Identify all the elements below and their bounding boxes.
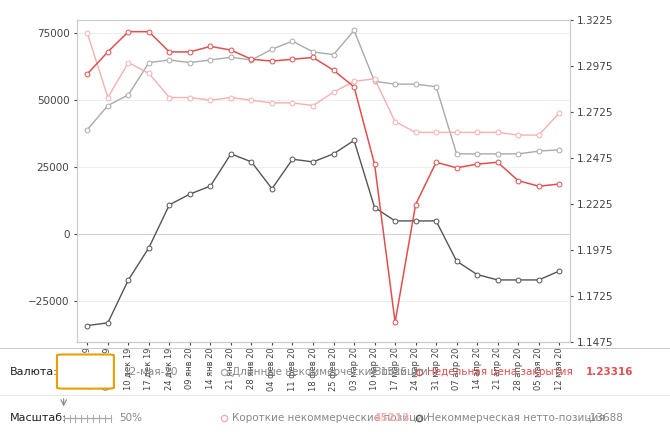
Text: Длинные некоммерческие позиции: Длинные некоммерческие позиции xyxy=(232,367,428,377)
Text: Недельная цена закрытия: Недельная цена закрытия xyxy=(427,367,573,377)
Text: GBP ∨: GBP ∨ xyxy=(70,367,100,377)
Text: Короткие некоммерческие позиции: Короткие некоммерческие позиции xyxy=(232,413,431,423)
Text: Валюта:: Валюта: xyxy=(10,367,58,377)
Text: 1.23316: 1.23316 xyxy=(586,367,634,377)
Text: 45213: 45213 xyxy=(374,413,410,423)
Text: 31525: 31525 xyxy=(374,367,407,377)
Text: -13688: -13688 xyxy=(586,413,623,423)
Text: Некоммерческая нетто-позиция: Некоммерческая нетто-позиция xyxy=(427,413,604,423)
Text: 50%: 50% xyxy=(119,413,142,423)
Text: Масштаб:: Масштаб: xyxy=(10,413,67,423)
FancyBboxPatch shape xyxy=(57,354,114,389)
Text: 12-мая-20: 12-мая-20 xyxy=(124,367,178,377)
